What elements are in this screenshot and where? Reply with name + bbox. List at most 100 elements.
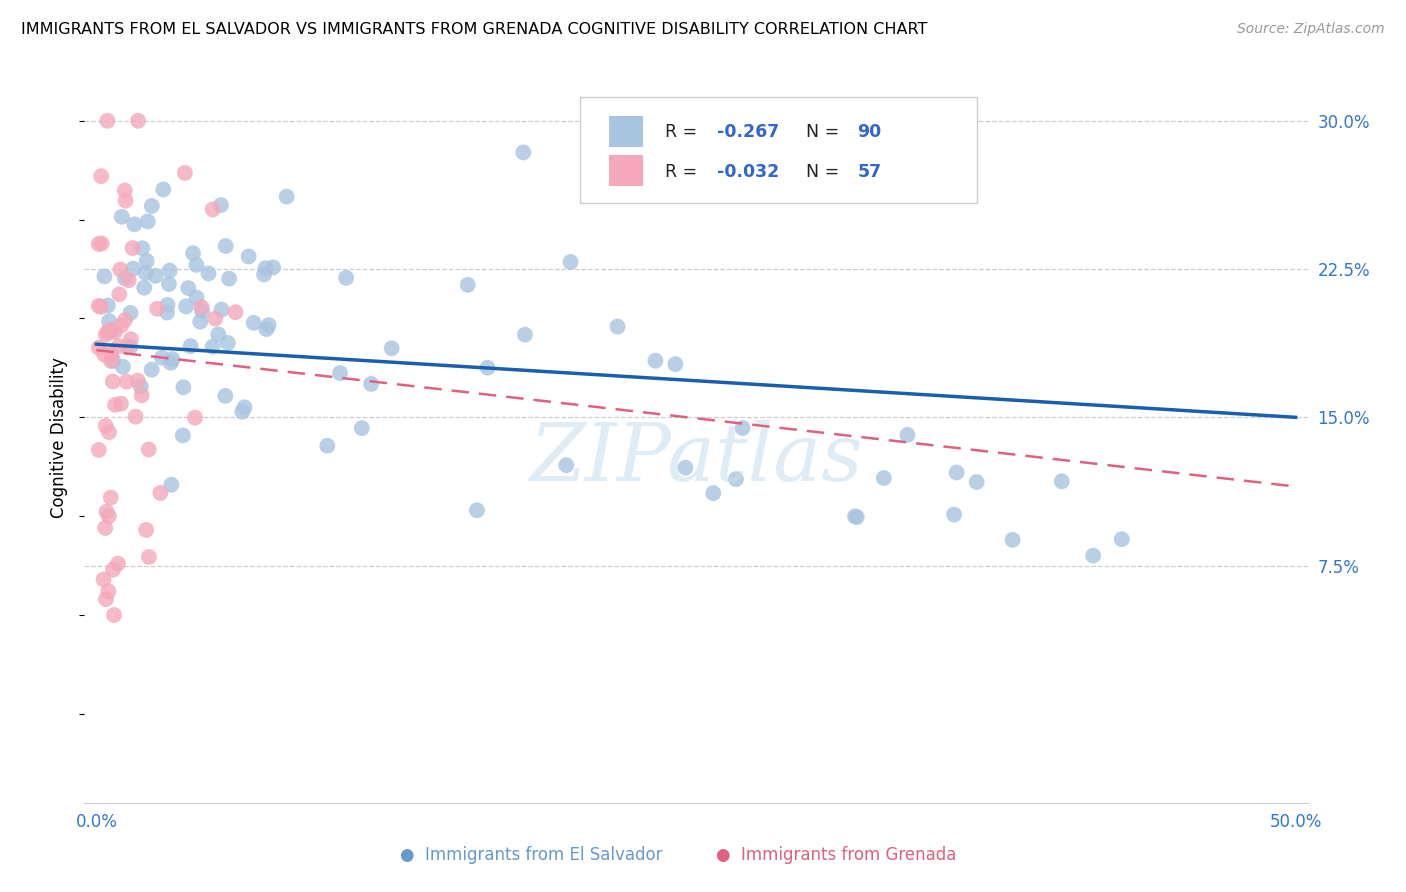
Point [111,210,134,224]
Point [104,398,127,412]
Point [90,169,112,183]
Point [98,323,121,337]
Point [186,258,208,272]
Point [943,508,966,522]
Point [1001,533,1024,547]
Point [114,271,136,285]
Point [93,573,115,587]
Point [207,327,229,342]
Point [174,166,197,180]
Point [257,318,280,332]
Point [242,316,264,330]
Point [896,427,918,442]
Point [114,184,136,198]
Point [724,472,747,486]
Point [131,388,153,402]
Point [118,273,141,287]
Point [129,379,152,393]
Point [231,405,253,419]
Point [172,428,194,442]
Point [360,376,382,391]
Point [135,523,157,537]
Point [124,217,146,231]
Point [204,311,226,326]
Point [141,362,163,376]
Point [190,300,212,314]
Point [675,460,697,475]
Point [138,442,160,457]
Point [110,397,132,411]
Point [215,239,238,253]
Point [162,352,184,367]
FancyBboxPatch shape [609,116,644,146]
Point [156,298,179,312]
Point [111,359,134,374]
Point [97,584,120,599]
FancyBboxPatch shape [579,97,977,203]
Point [644,353,666,368]
Point [254,261,277,276]
Point [159,263,181,277]
Point [156,305,179,319]
Point [90,300,112,314]
Point [172,380,194,394]
Point [115,375,138,389]
Text: IMMIGRANTS FROM EL SALVADOR VS IMMIGRANTS FROM GRENADA COGNITIVE DISABILITY CORR: IMMIGRANTS FROM EL SALVADOR VS IMMIGRANT… [21,22,928,37]
Point [873,471,896,485]
Point [120,306,142,320]
Point [262,260,284,275]
Point [174,300,197,314]
Point [513,327,536,342]
Point [180,339,202,353]
Point [127,374,149,388]
Point [87,442,110,457]
Point [122,261,145,276]
Point [329,366,352,380]
Point [98,425,121,439]
Point [218,271,240,285]
Point [138,549,160,564]
Point [120,332,142,346]
Point [101,375,124,389]
Point [211,302,233,317]
Point [103,607,125,622]
Point [103,353,125,368]
Point [110,318,132,333]
Point [844,509,866,524]
Point [188,315,211,329]
Point [350,421,373,435]
Point [201,202,224,217]
Point [94,327,117,342]
Point [238,250,260,264]
Point [254,322,277,336]
Point [115,340,138,354]
Point [381,342,404,356]
Point [101,562,124,576]
Text: N =: N = [806,123,845,141]
Point [110,262,132,277]
Point [209,198,232,212]
Point [145,268,167,283]
Point [131,241,153,255]
Point [98,314,121,328]
Point [97,325,120,339]
Point [135,254,157,268]
Point [94,592,117,607]
Point [217,335,239,350]
Point [181,246,204,260]
Point [100,347,122,361]
Point [108,287,131,301]
Point [945,466,967,480]
Text: N =: N = [806,162,845,180]
Point [100,491,122,505]
Point [560,255,582,269]
Text: ZIPatlas: ZIPatlas [529,420,863,498]
Point [87,299,110,313]
Point [1081,549,1104,563]
Point [90,236,112,251]
Point [457,277,479,292]
Point [253,268,276,282]
Point [121,241,143,255]
Point [94,521,117,535]
Point [845,510,868,524]
